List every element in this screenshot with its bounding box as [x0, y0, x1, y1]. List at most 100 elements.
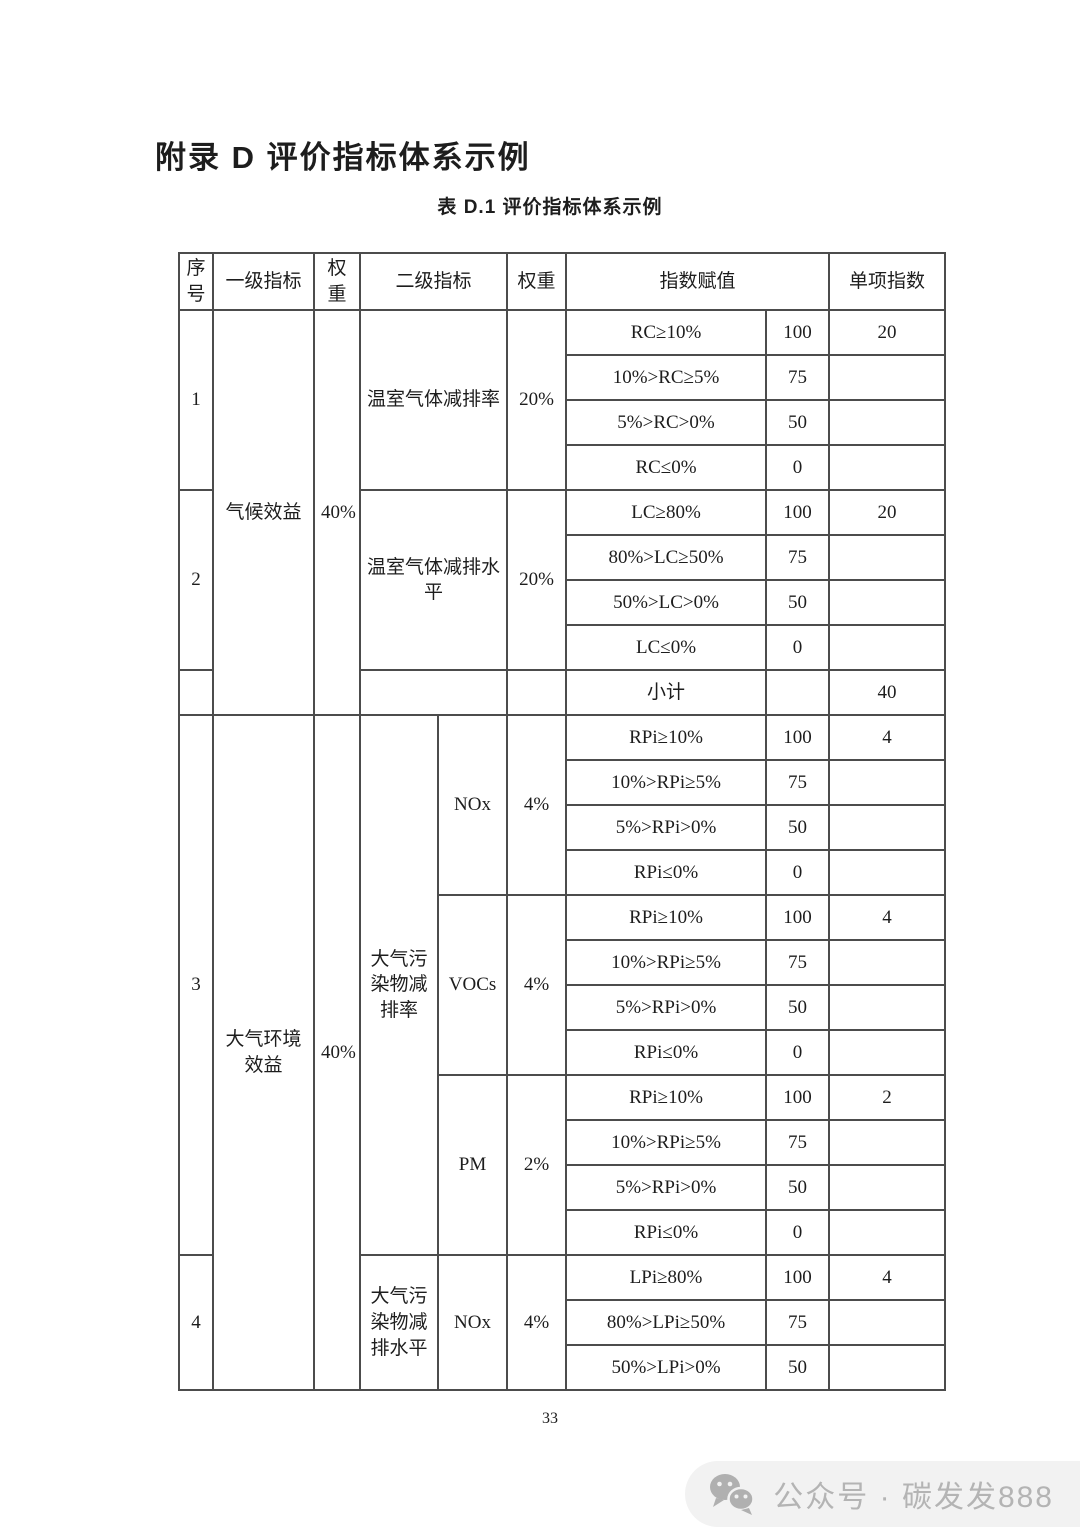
seq-cell: 1: [178, 309, 214, 492]
single-index-cell: [828, 984, 947, 1032]
table-row: 5%>RPi>0% 50: [179, 1164, 947, 1212]
table-row: 5%>RPi>0% 50: [179, 984, 947, 1032]
table-caption: 表 D.1 评价指标体系示例: [437, 197, 663, 218]
score-cell: 0: [765, 624, 831, 672]
indicator-l2-item-cell: NOx: [436, 714, 509, 897]
table-row: VOCs 4% RPi≥10% 100 4: [179, 894, 947, 1077]
score-cell: 75: [765, 759, 831, 807]
table-row: RPi≤0% 0: [179, 1209, 947, 1257]
condition-cell: 5%>RPi>0%: [565, 984, 768, 1032]
table-row: 5%>RPi>0% 50: [179, 804, 947, 852]
single-index-cell: 20: [828, 309, 947, 357]
weight-l2-cell: [506, 669, 568, 717]
table-row: 5%>RC>0% 50: [179, 399, 947, 447]
condition-cell: RPi≥10%: [565, 714, 768, 762]
condition-cell: 5%>RC>0%: [565, 399, 768, 447]
indicator-l1-cell: 气候效益: [212, 309, 315, 717]
condition-cell: 50%>LPi>0%: [565, 1344, 768, 1392]
condition-cell: 50%>LC>0%: [565, 579, 768, 627]
table-row: PM 2% RPi≥10% 100 2: [179, 1074, 947, 1257]
table-row: 80%>LPi≥50% 75: [179, 1299, 947, 1347]
single-index-cell: [828, 759, 947, 807]
single-index-cell: [828, 1164, 947, 1212]
single-index-cell: 4: [828, 894, 947, 942]
single-index-cell: [828, 579, 947, 627]
score-cell: 50: [765, 579, 831, 627]
table-row: RPi≤0% 0: [179, 1029, 947, 1077]
condition-cell: RPi≥10%: [565, 894, 768, 942]
single-index-cell: 4: [828, 714, 947, 762]
table-row: 10%>RC≥5% 75: [179, 354, 947, 402]
single-index-cell: 20: [828, 489, 947, 537]
score-cell: 100: [765, 309, 831, 357]
single-index-cell: [828, 1119, 947, 1167]
table-row: 3 大气环境效益 40% 大气污染物减排率 NOx 4% RPi≥10% 100…: [178, 714, 947, 1392]
single-index-cell: [828, 534, 947, 582]
header-weight1: 权重: [313, 251, 361, 312]
score-cell: 100: [765, 1254, 831, 1302]
table-row: 4 大气污染物减排水平 NOx 4% LPi≥80% 100 4: [178, 1254, 947, 1392]
weight-l1-cell: 40%: [313, 309, 361, 717]
single-index-cell: [828, 399, 947, 447]
header-level2: 二级指标: [358, 251, 509, 312]
condition-cell: RC≤0%: [565, 444, 768, 492]
score-cell: 0: [765, 1209, 831, 1257]
header-index-value: 指数赋值: [565, 251, 831, 312]
table-row: 10%>RPi≥5% 75: [179, 1119, 947, 1167]
table-row: 80%>LC≥50% 75: [179, 534, 947, 582]
condition-cell: 80%>LPi≥50%: [565, 1299, 768, 1347]
single-index-cell: 2: [828, 1074, 947, 1122]
score-cell: 100: [765, 1074, 831, 1122]
page-number: 33: [542, 1410, 558, 1427]
indicator-l2-item-cell: VOCs: [436, 894, 509, 1077]
score-cell: 50: [765, 1344, 831, 1392]
weight-l2-cell: 20%: [506, 489, 568, 672]
score-cell: 50: [765, 804, 831, 852]
score-cell: 0: [765, 849, 831, 897]
single-index-cell: [828, 849, 947, 897]
condition-cell: LC≤0%: [565, 624, 768, 672]
indicator-l1-cell: 大气环境效益: [212, 714, 315, 1392]
score-cell: 100: [765, 894, 831, 942]
subtotal-value-cell: 40: [828, 669, 947, 717]
subtotal-label-cell: 小计: [565, 669, 768, 717]
header-level1: 一级指标: [212, 251, 315, 312]
condition-cell: 10%>RC≥5%: [565, 354, 768, 402]
condition-cell: 5%>RPi>0%: [565, 804, 768, 852]
condition-cell: RPi≥10%: [565, 1074, 768, 1122]
watermark-badge: 公众号 · 碳发发888: [685, 1461, 1080, 1527]
single-index-cell: [828, 444, 947, 492]
condition-cell: 10%>RPi≥5%: [565, 939, 768, 987]
seq-cell: 4: [178, 1254, 214, 1392]
wechat-icon: [707, 1472, 757, 1516]
single-index-cell: [828, 624, 947, 672]
condition-cell: 10%>RPi≥5%: [565, 759, 768, 807]
weight-l2-cell: 4%: [506, 1254, 568, 1392]
score-cell: 50: [765, 984, 831, 1032]
single-index-cell: [828, 1209, 947, 1257]
score-cell: 100: [765, 489, 831, 537]
weight-l1-cell: 40%: [313, 714, 361, 1392]
table-row: 10%>RPi≥5% 75: [179, 759, 947, 807]
score-cell: 50: [765, 1164, 831, 1212]
condition-cell: RPi≤0%: [565, 1029, 768, 1077]
indicator-table: 序号 一级指标 权重 二级指标 权重 指数赋值 单项指数 1 气候效益 40% …: [178, 251, 947, 1392]
condition-cell: LPi≥80%: [565, 1254, 768, 1302]
condition-cell: LC≥80%: [565, 489, 768, 537]
table-row: 1 气候效益 40% 温室气体减排率 20% RC≥10% 100 20: [178, 309, 947, 717]
score-cell: 75: [765, 1119, 831, 1167]
score-cell: 0: [765, 1029, 831, 1077]
header-single-index: 单项指数: [828, 251, 947, 312]
seq-cell: 2: [178, 489, 214, 672]
condition-cell: RPi≤0%: [565, 849, 768, 897]
score-cell: 75: [765, 534, 831, 582]
score-cell: 100: [765, 714, 831, 762]
condition-cell: 5%>RPi>0%: [565, 1164, 768, 1212]
header-seq: 序号: [178, 251, 214, 312]
watermark-label: 公众号 · 碳发发888: [773, 1481, 1054, 1514]
condition-cell: RPi≤0%: [565, 1209, 768, 1257]
indicator-l2-item-cell: NOx: [436, 1254, 509, 1392]
appendix-title: 附录 D 评价指标体系示例: [155, 140, 531, 175]
condition-cell: 10%>RPi≥5%: [565, 1119, 768, 1167]
score-cell: 75: [765, 939, 831, 987]
